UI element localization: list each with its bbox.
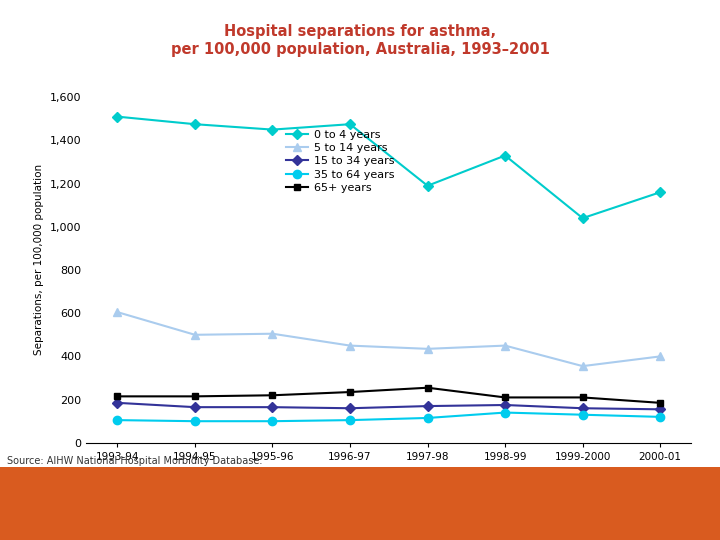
5 to 14 years xyxy=(656,353,665,360)
0 to 4 years xyxy=(268,126,276,133)
Line: 15 to 34 years: 15 to 34 years xyxy=(114,400,664,413)
65+ years xyxy=(191,393,199,400)
15 to 34 years xyxy=(501,402,510,408)
35 to 64 years xyxy=(501,409,510,416)
65+ years xyxy=(113,393,122,400)
35 to 64 years xyxy=(268,418,276,424)
Legend: 0 to 4 years, 5 to 14 years, 15 to 34 years, 35 to 64 years, 65+ years: 0 to 4 years, 5 to 14 years, 15 to 34 ye… xyxy=(282,125,399,198)
0 to 4 years xyxy=(346,121,354,127)
35 to 64 years xyxy=(191,418,199,424)
35 to 64 years xyxy=(656,414,665,420)
15 to 34 years xyxy=(578,405,587,411)
35 to 64 years xyxy=(346,417,354,423)
5 to 14 years xyxy=(501,342,510,349)
35 to 64 years xyxy=(423,415,432,421)
5 to 14 years xyxy=(346,342,354,349)
Line: 5 to 14 years: 5 to 14 years xyxy=(113,308,665,370)
65+ years xyxy=(501,394,510,401)
5 to 14 years xyxy=(268,330,276,337)
5 to 14 years xyxy=(191,332,199,338)
5 to 14 years xyxy=(423,346,432,352)
15 to 34 years xyxy=(346,405,354,411)
15 to 34 years xyxy=(656,406,665,413)
35 to 64 years xyxy=(578,411,587,418)
65+ years xyxy=(346,389,354,395)
Y-axis label: Separations, per 100,000 population: Separations, per 100,000 population xyxy=(35,164,45,355)
Text: Source: AIHW National Hospital Morbidity Database.: Source: AIHW National Hospital Morbidity… xyxy=(7,456,263,467)
Text: Hospital separations for asthma,
per 100,000 population, Australia, 1993–2001: Hospital separations for asthma, per 100… xyxy=(171,24,549,57)
0 to 4 years xyxy=(423,183,432,189)
Line: 65+ years: 65+ years xyxy=(114,384,664,406)
35 to 64 years xyxy=(113,417,122,423)
65+ years xyxy=(423,384,432,391)
15 to 34 years xyxy=(191,404,199,410)
0 to 4 years xyxy=(113,113,122,120)
0 to 4 years xyxy=(656,189,665,195)
65+ years xyxy=(656,400,665,406)
15 to 34 years xyxy=(423,403,432,409)
15 to 34 years xyxy=(113,400,122,406)
15 to 34 years xyxy=(268,404,276,410)
65+ years xyxy=(268,392,276,399)
X-axis label: Year: Year xyxy=(373,468,405,481)
5 to 14 years xyxy=(113,309,122,315)
0 to 4 years xyxy=(578,215,587,221)
65+ years xyxy=(578,394,587,401)
0 to 4 years xyxy=(501,152,510,159)
Line: 0 to 4 years: 0 to 4 years xyxy=(114,113,664,221)
Line: 35 to 64 years: 35 to 64 years xyxy=(113,408,665,426)
5 to 14 years xyxy=(578,363,587,369)
0 to 4 years xyxy=(191,121,199,127)
